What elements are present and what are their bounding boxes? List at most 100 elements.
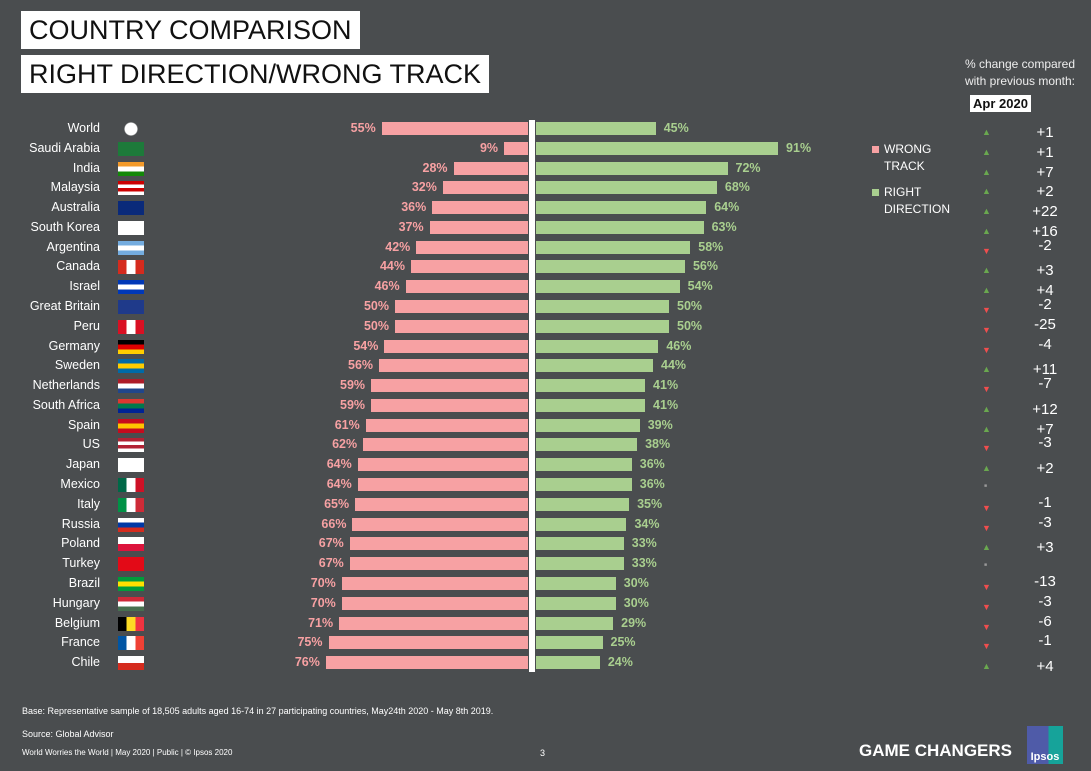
legend-label: WRONG [884, 142, 932, 156]
wrong-track-bar [357, 458, 528, 472]
country-label: Netherlands [32, 378, 100, 393]
right-direction-value: 54% [687, 279, 713, 294]
right-direction-value: 41% [653, 397, 679, 412]
change-down-icon: ▼ [982, 305, 991, 316]
wrong-track-bar [349, 557, 528, 571]
change-value: +4 [1036, 282, 1054, 300]
right-direction-value: 56% [692, 259, 718, 274]
wrong-track-bar [384, 339, 528, 353]
right-direction-bar [536, 576, 616, 590]
wrong-track-bar [381, 122, 528, 135]
wrong-track-bar [328, 636, 528, 650]
change-value: +2 [1036, 460, 1054, 478]
right-direction-bar [536, 497, 630, 511]
flag-icon [118, 359, 144, 374]
flag-icon [118, 141, 144, 156]
right-direction-bar [536, 458, 632, 472]
change-down-icon: ▼ [982, 522, 991, 533]
change-value: -3 [1038, 434, 1052, 452]
country-label: Saudi Arabia [29, 140, 100, 155]
change-value: +22 [1032, 203, 1058, 221]
change-value: +3 [1036, 262, 1054, 280]
wrong-track-value: 62% [332, 437, 358, 452]
change-value: -2 [1038, 296, 1052, 314]
country-label: Mexico [60, 477, 100, 492]
right-direction-bar [536, 300, 669, 314]
right-direction-value: 30% [623, 575, 649, 590]
right-direction-value: 68% [724, 180, 750, 195]
wrong-track-bar [432, 201, 528, 215]
change-value: -1 [1038, 493, 1052, 511]
flag-icon [118, 616, 144, 631]
change-up-icon: ▲ [982, 285, 991, 296]
wrong-track-bar [357, 478, 528, 492]
change-down-icon: ▼ [982, 621, 991, 632]
right-direction-bar [536, 319, 669, 333]
change-up-icon: ▲ [982, 225, 991, 236]
flag-icon [118, 280, 144, 295]
wrong-track-value: 32% [411, 180, 437, 195]
right-direction-value: 33% [631, 536, 657, 551]
flag-icon [118, 260, 144, 275]
wrong-track-bar [453, 161, 528, 175]
change-value: -13 [1034, 572, 1056, 590]
right-direction-value: 30% [623, 595, 649, 610]
country-label: South Korea [30, 219, 101, 234]
right-direction-value: 41% [653, 378, 679, 393]
wrong-track-value: 50% [363, 318, 389, 333]
change-value: +1 [1036, 124, 1054, 141]
change-down-icon: ▼ [982, 581, 991, 592]
right-direction-bar [536, 656, 600, 670]
footer-source: Source: Global Advisor [22, 729, 114, 739]
change-up-icon: ▲ [982, 146, 991, 157]
change-value: +11 [1032, 361, 1058, 379]
legend-swatch-right [872, 189, 879, 196]
change-value: -6 [1038, 612, 1052, 630]
flag-icon [118, 240, 144, 255]
right-direction-value: 58% [698, 239, 724, 254]
change-header: % change compared with previous month: [964, 57, 1076, 88]
country-label: Argentina [46, 239, 100, 254]
country-label: Germany [48, 338, 100, 353]
right-direction-bar [536, 379, 646, 393]
wrong-track-value: 37% [398, 219, 424, 234]
wrong-track-value: 46% [374, 279, 400, 294]
wrong-track-bar [341, 596, 528, 610]
change-value: +7 [1036, 420, 1054, 438]
right-direction-value: 36% [639, 457, 665, 472]
country-label: Russia [61, 516, 100, 531]
flag-icon [118, 458, 144, 473]
right-direction-value: 35% [637, 496, 663, 511]
wrong-track-bar [379, 359, 528, 373]
right-direction-bar [536, 141, 779, 155]
change-up-icon: ▲ [982, 364, 991, 375]
title-right-direction: RIGHT DIRECTION/WRONG TRACK [21, 55, 490, 93]
change-value: +3 [1036, 539, 1054, 557]
right-direction-value: 38% [645, 437, 671, 452]
flag-icon [118, 181, 144, 196]
wrong-track-value: 71% [308, 615, 334, 630]
change-value: +12 [1032, 400, 1058, 418]
change-value: +1 [1036, 143, 1054, 161]
flag-icon [118, 656, 144, 671]
flag-icon [118, 319, 144, 334]
right-direction-bar [536, 359, 654, 373]
flag-icon [118, 576, 144, 591]
wrong-track-value: 70% [310, 595, 336, 610]
wrong-track-value: 28% [422, 160, 448, 175]
change-down-icon: ▼ [982, 601, 991, 612]
flag-icon [118, 220, 144, 235]
right-direction-value: 63% [711, 219, 737, 234]
wrong-track-bar [416, 240, 528, 254]
country-label: Japan [65, 457, 100, 472]
wrong-track-value: 64% [326, 457, 352, 472]
flag-icon [118, 557, 144, 572]
right-direction-value: 34% [634, 516, 660, 531]
wrong-track-bar [405, 280, 528, 294]
flag-icon [118, 418, 144, 433]
wrong-track-bar [371, 379, 528, 393]
legend-label: TRACK [884, 159, 925, 173]
change-value: -3 [1038, 592, 1052, 610]
wrong-track-bar [352, 517, 528, 531]
country-label: Brazil [68, 575, 100, 590]
